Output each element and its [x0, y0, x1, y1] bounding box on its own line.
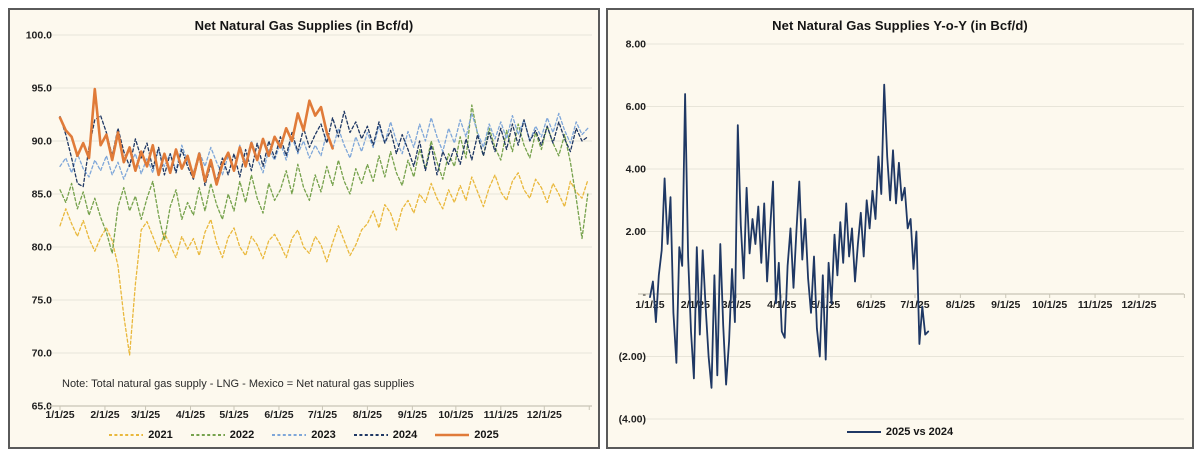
x-axis-label: 9/1/25: [398, 409, 427, 421]
legend-swatch-icon: [272, 434, 307, 436]
legend-label: 2025 vs 2024: [885, 426, 954, 438]
supplies-chart-note: Note: Total natural gas supply - LNG - M…: [62, 378, 415, 390]
legend-swatch-icon: [109, 434, 144, 436]
x-axis-label: 8/1/25: [946, 299, 975, 311]
y-axis-label: 8.00: [626, 39, 647, 51]
y-axis-label: 70.0: [32, 348, 53, 360]
y-axis-label: 80.0: [32, 242, 53, 254]
supplies-chart-title: Net Natural Gas Supplies (in Bcf/d): [194, 18, 414, 33]
x-axis-label: 4/1/25: [176, 409, 205, 421]
y-axis-label: 65.0: [32, 401, 53, 413]
x-axis-label: 10/1/25: [1032, 299, 1067, 311]
legend-label: 2024: [392, 429, 418, 441]
legend-label: 2022: [229, 429, 255, 441]
x-axis-label: 6/1/25: [856, 299, 885, 311]
y-axis-label: (4.00): [619, 414, 646, 426]
series-line-2025: [58, 87, 334, 186]
series-line-2022: [59, 104, 589, 255]
x-axis-label: 5/1/25: [219, 409, 248, 421]
legend-swatch-icon: [353, 434, 388, 436]
x-axis-label: 3/1/25: [131, 409, 160, 421]
legend-item-2022: 2022: [190, 429, 255, 441]
y-axis-label: 4.00: [626, 164, 647, 176]
x-axis-label: 7/1/25: [308, 409, 337, 421]
legend-label: 2023: [311, 429, 336, 441]
yoy-chart-panel: (4.00)(2.00)-2.004.006.008.001/1/252/1/2…: [606, 8, 1194, 449]
supplies-chart-plot: 65.0 70.0 75.0 80.0 85.0 90.0 95.0 100.0 1/1/25 2…: [26, 30, 592, 421]
x-axis-label: 6/1/25: [264, 409, 293, 421]
legend-item-2025: 2025: [435, 429, 499, 441]
yoy-chart-title: Net Natural Gas Supplies Y-o-Y (in Bcf/d…: [772, 18, 1028, 33]
y-axis-label: 6.00: [626, 101, 647, 113]
y-axis-label: 2.00: [626, 226, 647, 238]
x-axis-label: 4/1/25: [767, 299, 796, 311]
x-axis-label: 8/1/25: [353, 409, 382, 421]
x-axis-label: 10/1/25: [438, 409, 473, 421]
x-axis-label: 11/1/25: [1078, 299, 1113, 311]
x-axis-label: 12/1/25: [527, 409, 562, 421]
legend-label: 2021: [148, 429, 173, 441]
legend-item-2024: 2024: [353, 429, 418, 441]
supplies-chart-legend: 2021 2022 2023 2024 2025: [10, 429, 598, 441]
legend-item-2025-vs-2024: 2025 vs 2024: [846, 426, 954, 438]
series-line-2025-vs-2024: [649, 83, 930, 389]
series-line-2021: [59, 172, 589, 356]
x-axis-label: 3/1/25: [722, 299, 751, 311]
legend-swatch-icon: [190, 434, 225, 436]
x-axis-label: 2/1/25: [90, 409, 119, 421]
series-line-2024: [59, 110, 589, 188]
x-axis-label: 1/1/25: [635, 299, 664, 311]
x-axis-label: 11/1/25: [484, 409, 519, 421]
legend-label: 2025: [474, 429, 499, 441]
y-axis-label: 95.0: [32, 83, 53, 95]
legend-item-2021: 2021: [109, 429, 173, 441]
x-axis-label: 12/1/25: [1121, 299, 1156, 311]
y-axis-label: 100.0: [26, 30, 52, 42]
legend-item-2023: 2023: [272, 429, 336, 441]
x-axis-label: 5/1/25: [811, 299, 840, 311]
legend-swatch-icon: [846, 431, 881, 433]
y-axis-label: 75.0: [32, 295, 53, 307]
supplies-chart-panel: 65.0 70.0 75.0 80.0 85.0 90.0 95.0 100.0 1/1/25 2…: [8, 8, 600, 449]
y-axis-label: 85.0: [32, 189, 53, 201]
x-axis-label: 9/1/25: [991, 299, 1020, 311]
x-axis-label: 7/1/25: [900, 299, 929, 311]
x-axis-label: 1/1/25: [45, 409, 74, 421]
yoy-chart-plot: (4.00)(2.00)-2.004.006.008.001/1/252/1/2…: [619, 39, 1185, 426]
y-axis-label: 90.0: [32, 136, 53, 148]
yoy-chart-legend: 2025 vs 2024: [608, 426, 1192, 438]
y-axis-label: (2.00): [619, 351, 646, 363]
legend-swatch-icon: [435, 433, 470, 437]
